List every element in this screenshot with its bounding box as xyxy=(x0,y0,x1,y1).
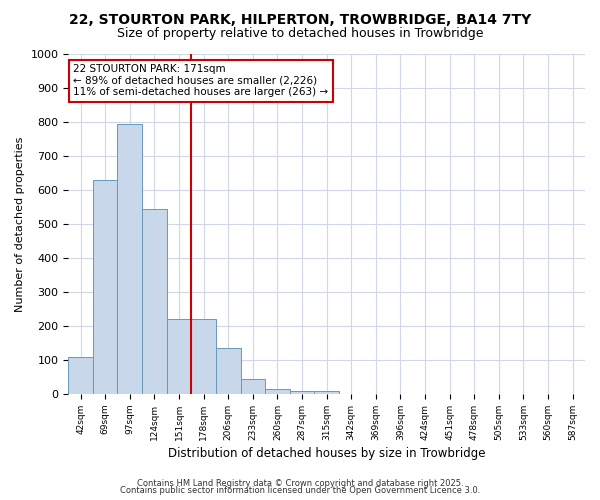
Bar xyxy=(314,391,339,394)
Y-axis label: Number of detached properties: Number of detached properties xyxy=(15,136,25,312)
X-axis label: Distribution of detached houses by size in Trowbridge: Distribution of detached houses by size … xyxy=(168,447,485,460)
Text: Contains public sector information licensed under the Open Government Licence 3.: Contains public sector information licen… xyxy=(120,486,480,495)
Text: 22, STOURTON PARK, HILPERTON, TROWBRIDGE, BA14 7TY: 22, STOURTON PARK, HILPERTON, TROWBRIDGE… xyxy=(69,12,531,26)
Bar xyxy=(216,348,241,394)
Bar xyxy=(68,356,93,394)
Bar xyxy=(241,378,265,394)
Bar xyxy=(191,319,216,394)
Bar xyxy=(118,124,142,394)
Text: Size of property relative to detached houses in Trowbridge: Size of property relative to detached ho… xyxy=(117,28,483,40)
Text: Contains HM Land Registry data © Crown copyright and database right 2025.: Contains HM Land Registry data © Crown c… xyxy=(137,478,463,488)
Bar xyxy=(142,208,167,394)
Bar xyxy=(93,180,118,394)
Bar xyxy=(290,390,314,394)
Text: 22 STOURTON PARK: 171sqm
← 89% of detached houses are smaller (2,226)
11% of sem: 22 STOURTON PARK: 171sqm ← 89% of detach… xyxy=(73,64,329,98)
Bar xyxy=(265,389,290,394)
Bar xyxy=(167,319,191,394)
